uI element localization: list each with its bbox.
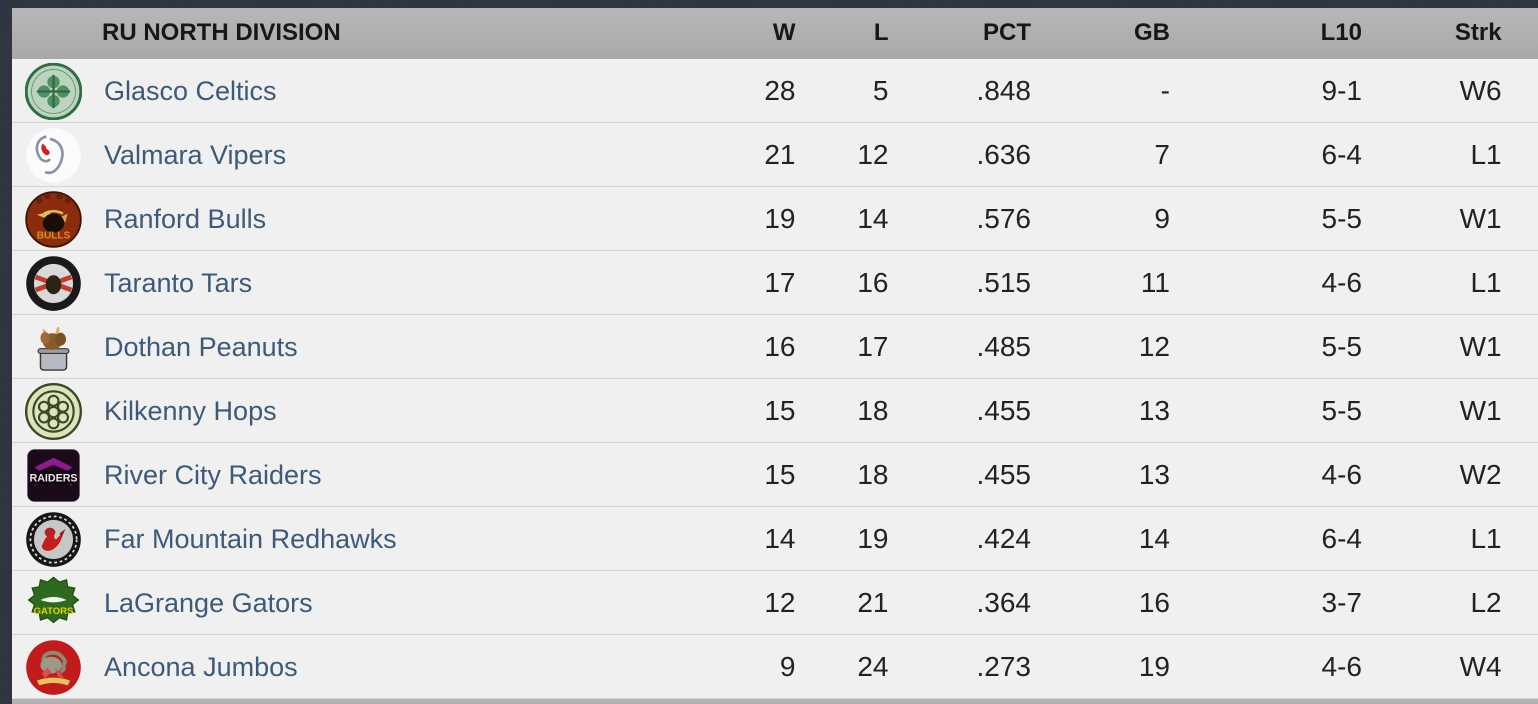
svg-text:BULLS: BULLS bbox=[37, 230, 71, 241]
svg-text:GATORS: GATORS bbox=[34, 606, 74, 617]
svg-text:RAIDERS: RAIDERS bbox=[29, 472, 77, 484]
